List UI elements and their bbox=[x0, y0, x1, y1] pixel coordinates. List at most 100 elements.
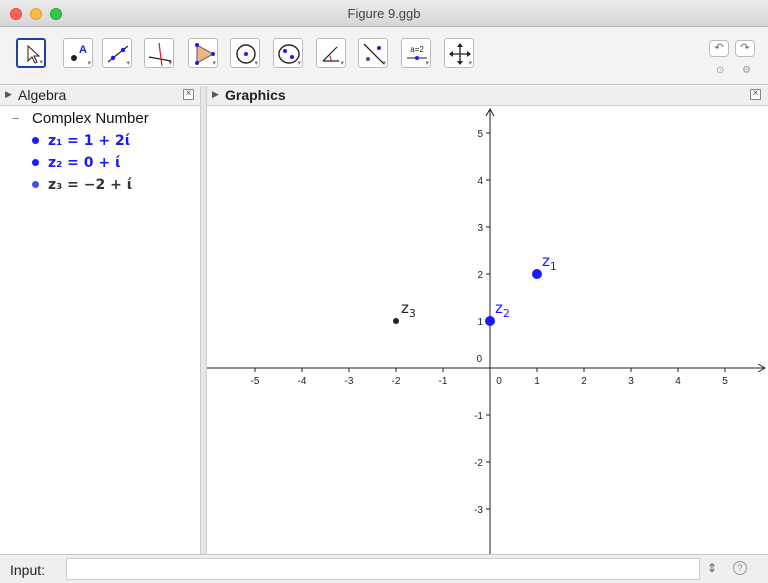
input-label: Input: bbox=[10, 562, 46, 578]
symbols-icon[interactable]: ⇕ bbox=[707, 561, 718, 575]
slider-tool[interactable]: a=2 ▾ bbox=[401, 38, 431, 68]
graphics-view-title: Graphics bbox=[225, 87, 286, 103]
algebra-item-label: z₂ = 0 + ί bbox=[48, 155, 121, 171]
tool-menu-arrow-icon: ▾ bbox=[468, 60, 472, 67]
tool-menu-arrow-icon: ▾ bbox=[168, 60, 172, 67]
y-tick-label: 1 bbox=[477, 317, 483, 328]
move-tool[interactable]: ▾ bbox=[16, 38, 46, 68]
tool-menu-arrow-icon: ▾ bbox=[39, 59, 43, 66]
point-z1 bbox=[532, 269, 542, 279]
y-tick-label: 3 bbox=[477, 223, 483, 234]
redo-icon[interactable]: ↷ bbox=[735, 40, 755, 57]
x-tick-label: -4 bbox=[298, 376, 307, 387]
slider-icon: a=2 bbox=[407, 45, 427, 60]
x-axis-arrow bbox=[757, 363, 767, 373]
y-tick-label: -2 bbox=[474, 458, 483, 469]
circle-tool[interactable]: ▾ bbox=[230, 38, 260, 68]
category-collapse-icon[interactable]: − bbox=[12, 111, 20, 126]
algebra-item-z1[interactable]: z₁ = 1 + 2ί bbox=[32, 133, 130, 149]
algebra-item-label: z₃ = −2 + ί bbox=[48, 177, 133, 193]
window-minimize-button[interactable] bbox=[30, 8, 42, 20]
y-tick-label: 5 bbox=[477, 129, 483, 140]
svg-text:A: A bbox=[79, 44, 87, 56]
window-zoom-button[interactable] bbox=[50, 8, 62, 20]
coordinate-plane[interactable]: -5 -4 -3 -2 -1 1 2 3 4 5 5 4 3 2 1 -1 -2 -3 0 0 z1 z2 z3 bbox=[207, 106, 768, 554]
slider-tool-label: a=2 bbox=[410, 45, 424, 54]
polygon-tool[interactable]: ▾ bbox=[188, 38, 218, 68]
tool-menu-arrow-icon: ▾ bbox=[382, 60, 386, 67]
point-label: z1 bbox=[542, 252, 557, 273]
tool-menu-arrow-icon: ▾ bbox=[212, 60, 216, 67]
input-bar: Input: ⇕ ? bbox=[0, 554, 768, 583]
perpendicular-line-tool[interactable]: ▾ bbox=[144, 38, 174, 68]
algebra-view: − Complex Number z₁ = 1 + 2ί z₂ = 0 + ί … bbox=[0, 106, 200, 554]
line-icon bbox=[107, 45, 129, 63]
tool-menu-arrow-icon: ▾ bbox=[254, 60, 258, 67]
category-label: Complex Number bbox=[32, 110, 149, 127]
conic-tool[interactable]: ▾ bbox=[273, 38, 303, 68]
y-tick-label: -1 bbox=[474, 411, 483, 422]
close-icon[interactable]: × bbox=[750, 89, 761, 100]
panel-collapse-icon[interactable]: ▶ bbox=[5, 89, 12, 99]
angle-tool[interactable]: ▾ bbox=[316, 38, 346, 68]
y-axis-arrow bbox=[485, 107, 495, 117]
toolbar: ▾ A ▾ ▾ ▾ bbox=[0, 27, 768, 85]
tool-menu-arrow-icon: ▾ bbox=[340, 60, 344, 67]
point-icon: A bbox=[71, 44, 87, 61]
x-tick-label: -1 bbox=[439, 376, 448, 387]
angle-icon bbox=[322, 46, 339, 62]
visibility-toggle[interactable] bbox=[32, 158, 39, 166]
settings-icon[interactable]: ⚙ bbox=[742, 65, 751, 76]
tool-menu-arrow-icon: ▾ bbox=[126, 60, 130, 67]
visibility-toggle[interactable] bbox=[32, 180, 39, 188]
y-tick-label: 2 bbox=[477, 270, 483, 281]
algebra-item-z3[interactable]: z₃ = −2 + ί bbox=[32, 177, 132, 193]
help-icon[interactable]: ? bbox=[733, 561, 747, 575]
y-tick-label: -3 bbox=[474, 505, 483, 516]
point-tool[interactable]: A ▾ bbox=[63, 38, 93, 68]
point-label: z3 bbox=[401, 299, 416, 320]
algebra-view-header: ▶ Algebra × bbox=[0, 86, 200, 106]
perpendicular-icon bbox=[148, 42, 172, 67]
algebra-view-title: Algebra bbox=[18, 87, 67, 103]
conic-icon bbox=[278, 44, 300, 64]
cursor-arrow-icon bbox=[27, 44, 41, 64]
point-label: z2 bbox=[495, 299, 510, 320]
x-tick-label: -3 bbox=[345, 376, 354, 387]
algebra-item-label: z₁ = 1 + 2ί bbox=[48, 133, 131, 149]
reflect-tool[interactable]: ▾ bbox=[358, 38, 388, 68]
x-tick-label: 3 bbox=[628, 376, 634, 387]
x-tick-label: 1 bbox=[534, 376, 540, 387]
graphics-view-header: ▶ Graphics × bbox=[207, 86, 768, 106]
help-icon[interactable]: ⊙ bbox=[716, 65, 725, 76]
algebra-item-z2[interactable]: z₂ = 0 + ί bbox=[32, 155, 120, 171]
tool-menu-arrow-icon: ▾ bbox=[87, 60, 91, 67]
move-graphics-tool[interactable]: ▾ bbox=[444, 38, 474, 68]
x-tick-label: 4 bbox=[675, 376, 681, 387]
graphics-view[interactable]: -5 -4 -3 -2 -1 1 2 3 4 5 5 4 3 2 1 -1 -2 -3 0 0 z1 z2 z3 bbox=[207, 106, 768, 554]
title-bar: Figure 9.ggb bbox=[0, 0, 768, 27]
visibility-toggle[interactable] bbox=[32, 136, 39, 144]
tool-menu-arrow-icon: ▾ bbox=[297, 60, 301, 67]
circle-icon bbox=[236, 44, 256, 64]
tool-menu-arrow-icon: ▾ bbox=[425, 60, 429, 67]
input-field[interactable] bbox=[66, 558, 700, 580]
origin-label: 0 bbox=[476, 354, 482, 365]
x-tick-label: -5 bbox=[251, 376, 260, 387]
x-tick-label: 2 bbox=[581, 376, 587, 387]
y-tick-label: 4 bbox=[477, 176, 483, 187]
reflect-icon bbox=[363, 43, 385, 65]
move-arrows-icon bbox=[449, 43, 471, 65]
point-z2 bbox=[485, 316, 495, 326]
panel-collapse-icon[interactable]: ▶ bbox=[212, 89, 219, 99]
line-tool[interactable]: ▾ bbox=[102, 38, 132, 68]
x-tick-label: 5 bbox=[722, 376, 728, 387]
panel-splitter[interactable] bbox=[200, 86, 207, 554]
window-title: Figure 9.ggb bbox=[347, 6, 421, 21]
window-close-button[interactable] bbox=[10, 8, 22, 20]
undo-icon[interactable]: ↶ bbox=[709, 40, 729, 57]
x-tick-label: -2 bbox=[392, 376, 401, 387]
close-icon[interactable]: × bbox=[183, 89, 194, 100]
polygon-icon bbox=[195, 43, 215, 65]
